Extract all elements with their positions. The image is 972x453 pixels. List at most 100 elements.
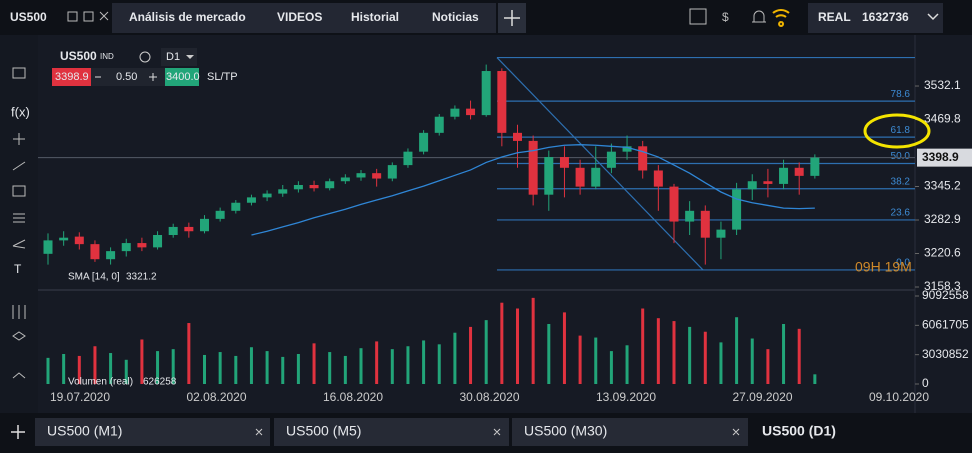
volume-bar xyxy=(406,346,410,384)
highlight-ellipse xyxy=(863,113,931,149)
candle-body xyxy=(121,243,131,252)
y-tick-label: 3532.1 xyxy=(924,78,961,92)
candle-body xyxy=(419,132,429,152)
bell-icon[interactable] xyxy=(752,10,766,23)
tool-icon[interactable] xyxy=(12,67,26,79)
bottom-tab[interactable] xyxy=(274,418,509,446)
y-tick-label: 3345.2 xyxy=(924,179,961,193)
window-icon[interactable] xyxy=(67,11,78,22)
volume-bar xyxy=(46,357,50,384)
candle-body xyxy=(74,236,84,245)
candle-body xyxy=(606,151,616,168)
volume-bar xyxy=(578,335,582,384)
volume-bar xyxy=(312,343,316,384)
lot-steppers[interactable] xyxy=(95,73,157,81)
candle-body xyxy=(372,173,382,179)
candle-body xyxy=(450,108,460,117)
bid[interactable]: 3398.9 xyxy=(55,71,89,83)
tool-icon[interactable] xyxy=(12,372,26,379)
volume-bar xyxy=(641,308,645,384)
candle-body xyxy=(137,243,147,248)
sma-legend-value: 3321.2 xyxy=(126,272,157,283)
volume-bar xyxy=(390,349,394,384)
tool-icon[interactable] xyxy=(13,133,25,145)
volume-bar xyxy=(203,354,206,384)
candle-body xyxy=(653,170,663,187)
lot-box[interactable] xyxy=(91,68,165,86)
sell-button[interactable] xyxy=(52,68,91,86)
candle-body xyxy=(168,226,178,235)
bottom-tab-label[interactable]: US500 (M30) xyxy=(524,423,607,439)
bottom-tab[interactable] xyxy=(35,418,270,446)
last-price-label: 3398.9 xyxy=(922,150,959,164)
candle-body xyxy=(528,140,538,195)
tool-icon[interactable] xyxy=(12,239,26,249)
volume-bar xyxy=(171,349,175,384)
fib-label: 0.0 xyxy=(896,258,910,269)
bottom-tab[interactable] xyxy=(512,418,748,446)
tool-icon[interactable] xyxy=(12,161,26,171)
close-icons[interactable] xyxy=(255,428,740,436)
candle-body xyxy=(685,210,695,222)
candle-body xyxy=(434,116,444,133)
window-icon[interactable] xyxy=(83,11,94,22)
bottom-tab-label[interactable]: US500 (M1) xyxy=(47,423,122,439)
candle-body xyxy=(497,71,507,133)
candle-body xyxy=(90,244,100,260)
tab[interactable]: Noticias xyxy=(432,10,479,24)
candle-body xyxy=(246,197,256,203)
ask[interactable]: 3400.0 xyxy=(166,71,200,83)
volume-bar xyxy=(735,317,739,384)
tool-icon[interactable] xyxy=(13,213,25,223)
candle-body xyxy=(325,181,335,189)
candle-body xyxy=(591,167,601,187)
volume-bar xyxy=(343,355,347,384)
timeframe-box[interactable] xyxy=(161,48,197,66)
account-type: REAL xyxy=(818,10,851,24)
sma-line xyxy=(251,144,815,236)
bottom-tab-label[interactable]: US500 (M5) xyxy=(286,423,361,439)
volume-bar xyxy=(562,312,566,384)
volume-bar xyxy=(750,338,754,384)
x-tick-label: 27.09.2020 xyxy=(732,390,792,404)
timeframe[interactable]: D1 xyxy=(166,51,180,63)
bottom-tab-label[interactable]: US500 (D1) xyxy=(762,423,836,439)
tab[interactable]: Análisis de mercado xyxy=(129,10,246,24)
volume-bar xyxy=(422,340,426,384)
account-box[interactable] xyxy=(808,3,943,33)
sltp[interactable]: SL/TP xyxy=(207,71,238,83)
tab[interactable]: VIDEOS xyxy=(277,10,322,24)
deposit-icon[interactable]: $ xyxy=(722,10,729,24)
plus-icon[interactable] xyxy=(11,425,25,439)
candle-body xyxy=(184,226,194,232)
tool-icon[interactable] xyxy=(12,185,26,197)
tab-strip xyxy=(112,3,496,33)
candle-body xyxy=(747,181,757,190)
candle-body xyxy=(43,240,53,254)
chevron[interactable] xyxy=(927,13,939,21)
volume-bar xyxy=(516,308,519,384)
tool-icon[interactable] xyxy=(12,305,26,319)
tab[interactable]: Historial xyxy=(351,10,399,24)
buy-button[interactable] xyxy=(165,68,199,86)
tool-function[interactable]: f(x) xyxy=(11,104,30,119)
candle-body xyxy=(231,202,241,211)
close-icon[interactable] xyxy=(99,11,109,21)
x-tick-label: 09.10.2020 xyxy=(869,390,929,404)
candle-body xyxy=(544,157,554,195)
layout-icon[interactable] xyxy=(689,8,707,25)
tool-text[interactable]: T xyxy=(14,262,22,276)
candle-body xyxy=(278,189,288,194)
y-tick-label: 3282.9 xyxy=(924,212,961,226)
candle-body xyxy=(59,237,69,241)
volume-bar xyxy=(609,351,613,384)
chart-symbol: US500 xyxy=(60,49,97,63)
info-icon[interactable] xyxy=(139,51,151,63)
fib-label: 78.6 xyxy=(891,89,911,100)
symbol[interactable]: US500 xyxy=(10,10,47,24)
volume-bar xyxy=(500,302,504,384)
lot[interactable]: 0.50 xyxy=(116,71,137,83)
candle-body xyxy=(794,167,804,176)
volume-bar xyxy=(249,347,253,384)
tool-icon[interactable] xyxy=(12,331,26,341)
